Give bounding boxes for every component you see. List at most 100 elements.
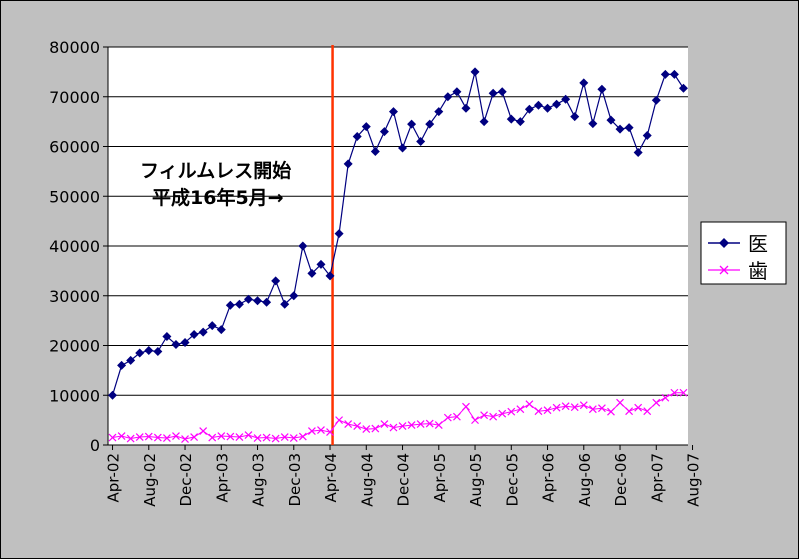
data-point (497, 87, 507, 97)
data-point (144, 345, 154, 355)
data-point (316, 259, 326, 269)
data-point (317, 426, 325, 434)
data-point (217, 432, 226, 440)
data-point (198, 327, 208, 337)
data-point (524, 104, 534, 114)
data-point (379, 127, 389, 137)
data-point (262, 297, 272, 307)
data-point (416, 137, 426, 147)
data-point (235, 433, 244, 441)
annotation-line1: フィルムレス開始 (140, 159, 291, 182)
data-point (380, 420, 389, 429)
data-point (443, 92, 453, 102)
data-point (643, 407, 652, 416)
data-point (190, 433, 199, 441)
data-point (570, 112, 580, 122)
data-point (597, 404, 606, 413)
data-point (334, 229, 344, 239)
data-point (479, 117, 489, 127)
x-tick-label: Aug-05 (467, 453, 485, 507)
data-point (561, 94, 571, 104)
data-point (126, 434, 135, 443)
legend: 医 歯 (700, 221, 787, 285)
data-point (216, 325, 226, 335)
x-tick-label: Aug-02 (141, 453, 159, 507)
data-point (289, 434, 298, 442)
data-point (607, 407, 615, 416)
series-line (111, 71, 685, 396)
y-tick-label: 80000 (49, 38, 100, 57)
series-line (112, 392, 684, 440)
x-tick-label: Aug-04 (358, 453, 376, 507)
data-point (389, 423, 398, 432)
data-point (371, 424, 380, 433)
data-point (289, 291, 299, 301)
data-point (181, 435, 189, 443)
data-point (271, 434, 280, 443)
data-point (117, 432, 126, 440)
x-tick-label: Apr-04 (322, 453, 340, 503)
data-point (588, 119, 598, 129)
y-tick-label: 20000 (49, 337, 100, 356)
data-point (625, 407, 634, 416)
legend-marker-iryo (719, 238, 729, 248)
data-point (678, 83, 688, 93)
y-tick-label: 50000 (49, 187, 100, 206)
data-point (398, 422, 407, 431)
data-point (344, 420, 353, 429)
data-point (244, 431, 253, 439)
data-point (326, 428, 334, 436)
data-point (570, 403, 579, 412)
data-point (343, 159, 353, 169)
data-point (162, 332, 172, 342)
data-point (280, 433, 289, 441)
data-point (461, 103, 471, 113)
data-point (606, 115, 616, 125)
data-point (471, 416, 479, 425)
data-point (515, 117, 525, 127)
series-layer (108, 67, 688, 443)
data-point (298, 432, 307, 441)
data-point (362, 425, 371, 434)
data-point (552, 99, 562, 109)
data-point (153, 433, 162, 442)
y-axis: 0 10000 20000 30000 40000 50000 60000 70000 8000… (49, 38, 109, 455)
data-point (543, 406, 552, 415)
data-point (488, 88, 498, 98)
data-point (634, 403, 643, 412)
x-tick-label: Dec-03 (286, 453, 304, 507)
data-point (398, 143, 408, 153)
data-point (243, 294, 253, 304)
legend-marker-shika (719, 265, 729, 275)
x-tick-label: Dec-02 (177, 453, 195, 507)
x-tick-label: Apr-03 (213, 453, 231, 503)
y-tick-label: 60000 (49, 138, 100, 157)
annotation-line2: 平成16年5月→ (152, 186, 284, 209)
y-tick-label: 0 (90, 436, 100, 455)
data-point (298, 241, 308, 251)
data-point (325, 271, 335, 281)
data-point (561, 402, 570, 411)
y-tick-label: 70000 (49, 88, 100, 107)
data-point (588, 405, 597, 414)
data-point (470, 67, 480, 77)
data-point (199, 427, 208, 435)
data-point (253, 296, 263, 306)
data-point (597, 84, 607, 94)
data-point (307, 427, 316, 435)
data-point (670, 388, 679, 397)
data-point (162, 434, 171, 442)
x-tick-label: Apr-07 (648, 453, 666, 503)
data-point (679, 388, 688, 397)
data-point (262, 433, 271, 442)
data-point (225, 300, 235, 310)
data-point (651, 95, 661, 105)
data-point (180, 338, 190, 348)
data-point (171, 340, 181, 350)
data-point (416, 420, 425, 429)
y-tick-label: 40000 (49, 237, 100, 256)
legend-label-shika: 歯 (748, 259, 768, 283)
y-tick-label: 30000 (49, 287, 100, 306)
